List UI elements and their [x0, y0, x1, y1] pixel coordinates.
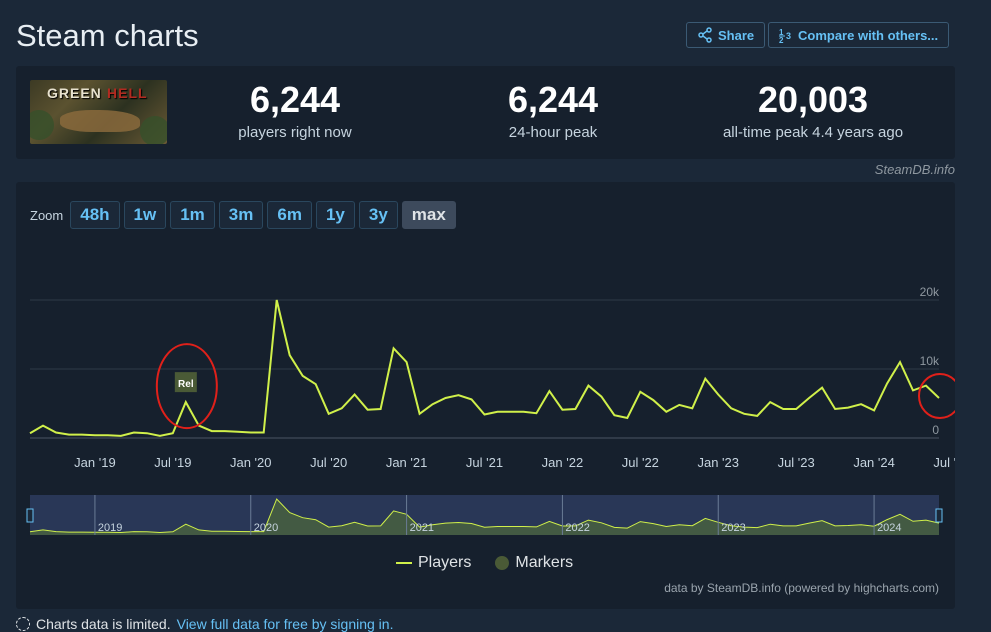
navigator-year-label: 2020 — [254, 522, 278, 534]
limited-data-note: Charts data is limited. View full data f… — [16, 616, 393, 632]
players-line — [29, 299, 940, 437]
navigator-year-label: 2022 — [565, 522, 589, 534]
x-tick-label: Jul '23 — [778, 455, 815, 470]
navigator-handle-right[interactable] — [935, 508, 943, 523]
navigator-year-label: 2019 — [98, 522, 122, 534]
y-tick-label: 0 — [932, 423, 939, 437]
share-button[interactable]: Share — [686, 22, 766, 48]
zoom-label: Zoom — [30, 207, 64, 223]
zoom-3y-button[interactable]: 3y — [358, 201, 398, 229]
navigator-year-label: 2024 — [877, 522, 901, 534]
zoom-bar: Zoom 48h 1w 1m 3m 6m 1y 3y max — [30, 201, 456, 229]
zoom-1y-button[interactable]: 1y — [315, 201, 355, 229]
x-tick-label: Jan '24 — [853, 455, 895, 470]
chart-legend: Players Markers — [396, 554, 573, 572]
x-tick-label: Jul '22 — [622, 455, 659, 470]
x-tick-label: Jan '23 — [697, 455, 739, 470]
annotation-circle — [155, 343, 218, 430]
x-tick-label: Jul '19 — [154, 455, 191, 470]
zoom-48h-button[interactable]: 48h — [70, 201, 120, 229]
zoom-6m-button[interactable]: 6m — [267, 201, 312, 229]
source-label: SteamDB.info — [874, 162, 955, 177]
zoom-1w-button[interactable]: 1w — [123, 201, 167, 229]
x-tick-label: Jul '21 — [466, 455, 503, 470]
game-logo-word2: HELL — [107, 85, 148, 101]
stat-all-time-peak: 20,003 all-time peak 4.4 years ago — [698, 79, 928, 142]
stat-label: players right now — [238, 124, 352, 141]
x-tick-label: Jul '20 — [310, 455, 347, 470]
navigator-handle-left[interactable] — [26, 508, 34, 523]
svg-text:3: 3 — [786, 31, 791, 41]
svg-text:2: 2 — [779, 36, 784, 43]
game-logo-word1: GREEN — [47, 85, 102, 101]
legend-markers[interactable]: Markers — [495, 554, 573, 572]
stat-players-now: 6,244 players right now — [180, 79, 410, 142]
chart-panel: Zoom 48h 1w 1m 3m 6m 1y 3y max 0 10k 20k Ja… — [16, 182, 955, 609]
x-tick-label: Jan '21 — [386, 455, 428, 470]
stat-24h-peak: 6,244 24-hour peak — [438, 79, 668, 142]
y-tick-label: 20k — [920, 285, 940, 299]
stat-label: 24-hour peak — [508, 124, 598, 141]
navigator-year-label: 2023 — [721, 522, 745, 534]
compare-icon: 12 3 — [779, 28, 791, 43]
x-tick-label: Jan '20 — [230, 455, 272, 470]
players-chart[interactable]: 0 10k 20k Jan '19 Jul '19 Jan '20 Jul '20 Jan '… — [16, 182, 955, 552]
stat-label: all-time peak 4.4 years ago — [722, 124, 904, 141]
zoom-3m-button[interactable]: 3m — [218, 201, 264, 229]
game-thumbnail[interactable]: GREEN HELL — [30, 80, 167, 144]
navigator-line — [29, 498, 940, 534]
legend-markers-label: Markers — [515, 554, 574, 571]
navigator-year-label: 2021 — [410, 522, 434, 534]
release-marker-label: Rel — [178, 379, 194, 390]
annotation-circle — [918, 372, 955, 419]
x-tick-label: Jan '22 — [542, 455, 584, 470]
page-title: Steam charts — [16, 18, 199, 53]
legend-players[interactable]: Players — [396, 554, 471, 572]
note-text: Charts data is limited. — [36, 616, 171, 632]
sign-in-link[interactable]: View full data for free by signing in. — [176, 616, 394, 632]
legend-players-label: Players — [418, 554, 472, 571]
loading-icon — [16, 617, 30, 631]
navigator-area — [30, 499, 939, 535]
share-icon — [698, 27, 712, 43]
zoom-max-button[interactable]: max — [401, 201, 456, 229]
chart-credit: data by SteamDB.info (powered by highcha… — [664, 581, 939, 595]
stat-value: 20,003 — [757, 79, 869, 120]
markers-swatch — [495, 556, 510, 570]
players-swatch — [396, 562, 412, 564]
stat-value: 6,244 — [507, 79, 599, 120]
share-label: Share — [718, 27, 755, 43]
zoom-1m-button[interactable]: 1m — [170, 201, 215, 229]
x-tick-label: Jul '24 — [933, 455, 955, 470]
svg-text:1: 1 — [779, 28, 784, 37]
stat-value: 6,244 — [249, 79, 341, 120]
y-tick-label: 10k — [920, 354, 940, 368]
stats-panel: GREEN HELL 6,244 players right now 6,244… — [16, 66, 955, 159]
compare-label: Compare with others... — [798, 27, 939, 43]
release-marker — [174, 372, 197, 393]
x-tick-label: Jan '19 — [74, 455, 116, 470]
